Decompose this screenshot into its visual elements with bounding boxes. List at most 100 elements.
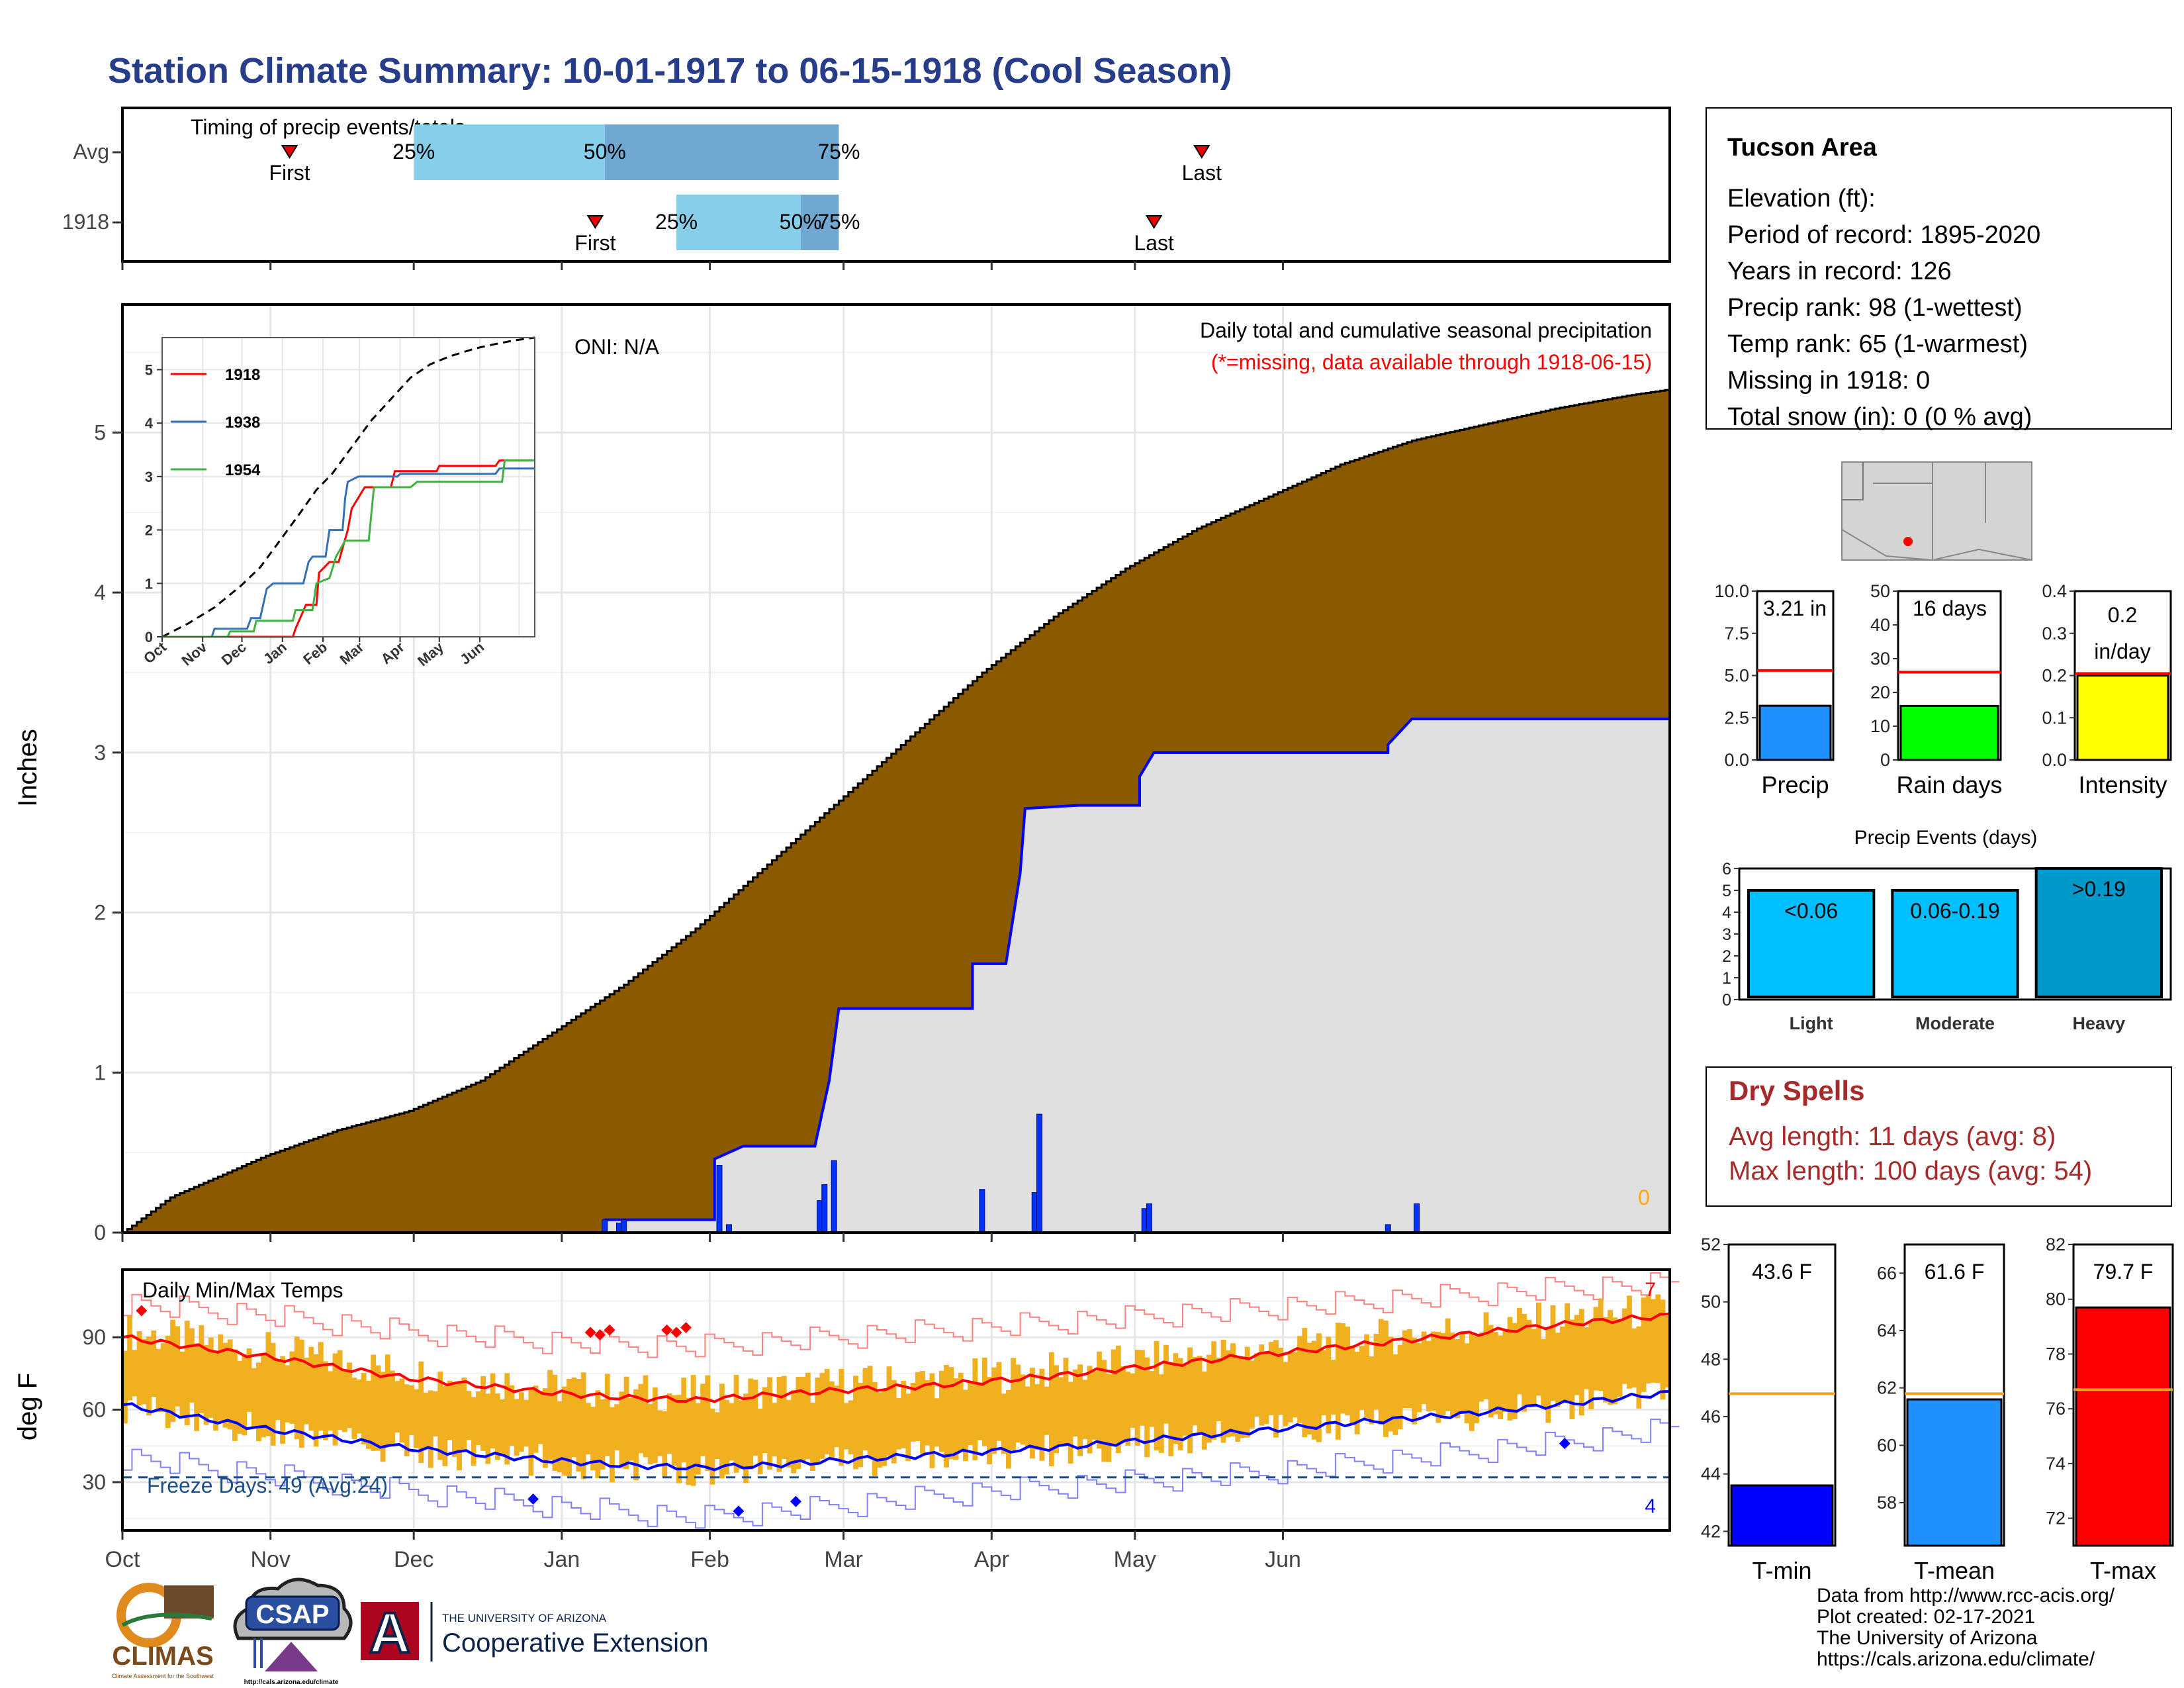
- daily-temp-bar: [1660, 1299, 1666, 1400]
- daily-temp-bar: [567, 1378, 572, 1477]
- summary-ytick-label: 60: [1877, 1435, 1897, 1455]
- daily-temp-bar: [824, 1369, 830, 1454]
- daily-temp-bar: [1087, 1366, 1093, 1454]
- summary-ytick-label: 10.0: [1714, 581, 1749, 601]
- record-low-diamond-icon: [1559, 1438, 1570, 1450]
- daily-temp-bar: [757, 1409, 763, 1475]
- daily-temp-bar: [910, 1382, 916, 1442]
- summary-ytick-label: 5.0: [1724, 666, 1749, 686]
- daily-temp-bar: [767, 1377, 772, 1470]
- timing-mark-25: 25%: [392, 140, 435, 164]
- daily-temp-bar: [944, 1365, 949, 1468]
- record-low-diamond-icon: [790, 1495, 801, 1507]
- daily-temp-bar: [781, 1376, 787, 1459]
- summary-ytick-label: 58: [1877, 1493, 1897, 1513]
- daily-temp-bar: [1306, 1342, 1312, 1435]
- daily-temp-bar: [170, 1319, 175, 1423]
- month-label: Feb: [690, 1547, 729, 1572]
- inset-ytick-label: 4: [145, 415, 154, 432]
- timing-last-label: Last: [1134, 231, 1174, 255]
- daily-temp-bar: [1177, 1358, 1183, 1450]
- daily-temp-bar: [1111, 1349, 1116, 1444]
- daily-temp-bar: [1140, 1350, 1145, 1426]
- daily-temp-bar: [810, 1402, 815, 1471]
- daily-temp-bar: [490, 1373, 496, 1449]
- daily-temp-bar: [743, 1393, 749, 1483]
- timing-mark-50: 50%: [780, 210, 822, 234]
- daily-temp-bar: [199, 1325, 205, 1414]
- summary-ytick-label: 10: [1870, 716, 1890, 736]
- events-ytick-label: 3: [1722, 925, 1731, 944]
- timing-mark-50: 50%: [584, 140, 626, 164]
- month-label: Jan: [543, 1547, 580, 1572]
- daily-temp-bar: [1015, 1364, 1021, 1443]
- events-ytick-label: 1: [1722, 969, 1731, 988]
- avg-tmin-line: [122, 1389, 1670, 1472]
- summary-ytick-label: 50: [1701, 1292, 1721, 1312]
- daily-temp-bar: [972, 1358, 978, 1460]
- footer-line-3: The University of Arizona: [1817, 1627, 2038, 1649]
- daily-temp-bar: [437, 1372, 443, 1460]
- daily-temp-bar: [298, 1339, 304, 1448]
- summary-ytick-label: 0.1: [2042, 708, 2067, 727]
- daily-temp-bar: [136, 1331, 142, 1406]
- daily-temp-bar: [371, 1354, 377, 1451]
- temp-title: Daily Min/Max Temps: [142, 1278, 343, 1302]
- daily-temp-bar: [571, 1377, 577, 1458]
- record-low-count: 4: [1645, 1495, 1656, 1517]
- daily-temp-bar: [361, 1373, 367, 1444]
- daily-temp-bar: [256, 1362, 261, 1442]
- daily-temp-bar: [772, 1403, 778, 1457]
- inset-legend-label: 1918: [225, 366, 260, 384]
- precip-ytick-label: 2: [94, 901, 106, 925]
- daily-temp-bar: [580, 1372, 586, 1479]
- daily-temp-bar: [451, 1383, 457, 1457]
- timing-first-label: First: [269, 161, 310, 185]
- daily-temp-bar: [686, 1397, 692, 1485]
- station-info-line: Missing in 1918: 0: [1727, 367, 1930, 395]
- daily-temp-bar: [457, 1382, 462, 1471]
- daily-temp-bar: [676, 1395, 682, 1483]
- daily-temp-bar: [328, 1371, 334, 1431]
- record-high-diamond-icon: [584, 1327, 596, 1338]
- daily-temp-bar: [1565, 1303, 1570, 1403]
- daily-temp-bar: [729, 1403, 735, 1461]
- daily-temp-bar: [1240, 1357, 1246, 1438]
- daily-temp-bar: [399, 1378, 405, 1443]
- footer-credits: Data from http://www.rcc-acis.org/ Plot …: [1817, 1585, 2115, 1670]
- daily-temp-bar: [194, 1343, 200, 1431]
- summary-bar-label: Precip: [1761, 771, 1829, 798]
- daily-temp-bar: [523, 1399, 529, 1447]
- dry-spells-avg: Avg length: 11 days (avg: 8): [1729, 1122, 2056, 1151]
- daily-temp-bar: [1163, 1344, 1169, 1424]
- daily-temp-bar: [1192, 1356, 1198, 1426]
- daily-temp-bar: [1230, 1343, 1236, 1436]
- daily-precip-bar: [831, 1160, 837, 1233]
- timing-bar-q25-q50: [676, 195, 801, 250]
- csap-mountain-icon: [265, 1642, 318, 1671]
- daily-temp-bar: [925, 1380, 931, 1446]
- daily-temp-bar: [1144, 1357, 1150, 1458]
- precip-subtitle: (*=missing, data available through 1918-…: [1211, 350, 1652, 374]
- daily-temp-bar: [700, 1383, 705, 1456]
- daily-temp-bar: [1498, 1335, 1504, 1419]
- oni-label: ONI: N/A: [574, 335, 660, 359]
- cumulative-1918-line: [122, 718, 1670, 1234]
- daily-temp-bar: [447, 1380, 453, 1440]
- summary-ytick-label: 7.5: [1724, 624, 1749, 643]
- summary-ytick-label: 40: [1870, 615, 1890, 635]
- daily-temp-bar: [289, 1351, 295, 1424]
- daily-temp-bar: [1206, 1354, 1212, 1443]
- daily-temp-bar: [1455, 1338, 1461, 1419]
- inset-legend-label: 1938: [225, 414, 260, 432]
- timing-bar-q50-q75: [800, 195, 839, 250]
- daily-temp-bar: [442, 1385, 448, 1466]
- daily-temp-bar: [1115, 1345, 1121, 1454]
- inset-background: [162, 338, 535, 637]
- daily-temp-bar: [1435, 1331, 1441, 1423]
- events-bar-heavy: [2034, 867, 2163, 998]
- daily-temp-bar: [638, 1383, 644, 1454]
- daily-temp-bar: [1483, 1312, 1489, 1399]
- footer-line-2: Plot created: 02-17-2021: [1817, 1606, 2035, 1628]
